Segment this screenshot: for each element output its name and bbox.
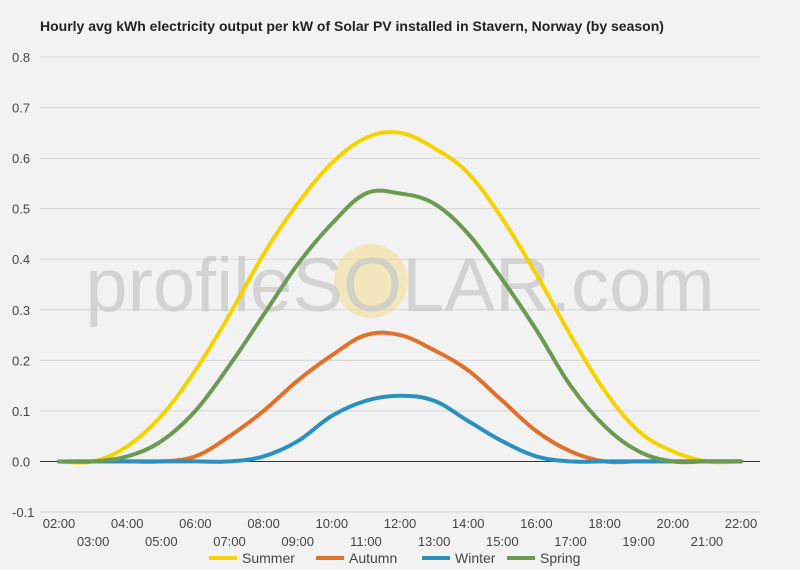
y-tick-label: 0.8 — [12, 50, 30, 65]
x-tick-label: 10:00 — [316, 516, 349, 531]
watermark-logo: profileSOLAR.com — [85, 243, 714, 328]
y-tick-label: 0.3 — [12, 303, 30, 318]
y-tick-label: 0.2 — [12, 353, 30, 368]
x-tick-label: 09:00 — [281, 534, 314, 549]
x-tick-label: 13:00 — [418, 534, 451, 549]
x-tick-label: 18:00 — [588, 516, 621, 531]
x-tick-label: 07:00 — [213, 534, 246, 549]
y-tick-label: 0.5 — [12, 202, 30, 217]
chart-title: Hourly avg kWh electricity output per kW… — [40, 18, 664, 34]
legend-label-autumn: Autumn — [349, 550, 397, 566]
y-tick-label: 0.7 — [12, 101, 30, 116]
x-tick-label: 19:00 — [622, 534, 655, 549]
x-tick-label: 11:00 — [350, 534, 382, 549]
y-tick-label: 0.0 — [12, 454, 30, 469]
x-tick-label: 05:00 — [145, 534, 178, 549]
legend: Summer Autumn Winter Spring — [209, 550, 580, 566]
grid-lines — [40, 56, 760, 513]
x-tick-label: 03:00 — [77, 534, 110, 549]
y-tick-label: 0.6 — [12, 151, 30, 166]
series-line-summer — [57, 130, 743, 465]
x-tick-label: 15:00 — [486, 534, 519, 549]
x-tick-label: 12:00 — [384, 516, 417, 531]
x-tick-label: 04:00 — [111, 516, 144, 531]
legend-label-summer: Summer — [242, 550, 295, 566]
x-tick-label: 20:00 — [657, 516, 690, 531]
series-lines — [57, 130, 743, 465]
watermark-text: profileSOLAR.com — [85, 243, 714, 328]
x-tick-label: 22:00 — [725, 516, 758, 531]
series-line-winter — [57, 393, 743, 464]
x-tick-label: 06:00 — [179, 516, 212, 531]
x-tick-label: 21:00 — [691, 534, 724, 549]
x-tick-label: 02:00 — [43, 516, 76, 531]
x-tick-label: 14:00 — [452, 516, 485, 531]
axes: -0.1 0.0 0.1 0.2 0.3 0.4 0.5 0.6 0.7 0.8 02:00 04:0… — [12, 50, 760, 549]
series-line-spring — [57, 188, 743, 465]
y-tick-label: -0.1 — [12, 505, 34, 520]
sun-logo-icon — [334, 244, 408, 318]
legend-label-winter: Winter — [455, 550, 496, 566]
y-tick-label: 0.4 — [12, 252, 30, 267]
legend-label-spring: Spring — [540, 550, 580, 566]
x-tick-label: 17:00 — [554, 534, 587, 549]
y-tick-label: 0.1 — [12, 404, 30, 419]
x-tick-label: 16:00 — [520, 516, 553, 531]
x-tick-label: 08:00 — [247, 516, 280, 531]
